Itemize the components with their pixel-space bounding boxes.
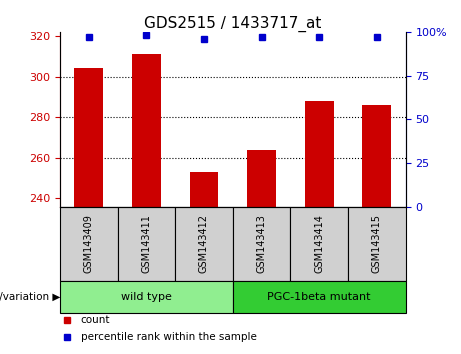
Text: GSM143414: GSM143414 bbox=[314, 215, 324, 273]
Bar bbox=[118, 206, 175, 281]
Text: GSM143412: GSM143412 bbox=[199, 215, 209, 274]
Bar bbox=[247, 150, 276, 206]
Bar bbox=[60, 206, 118, 281]
Bar bbox=[348, 206, 406, 281]
Bar bbox=[233, 281, 406, 313]
Bar bbox=[74, 68, 103, 206]
Text: GSM143415: GSM143415 bbox=[372, 215, 382, 274]
Bar bbox=[60, 281, 233, 313]
Bar bbox=[189, 172, 219, 206]
Bar bbox=[175, 206, 233, 281]
Bar bbox=[233, 206, 290, 281]
Text: genotype/variation ▶: genotype/variation ▶ bbox=[0, 292, 60, 302]
Text: GSM143409: GSM143409 bbox=[84, 215, 94, 273]
Bar bbox=[362, 105, 391, 206]
Bar bbox=[305, 101, 334, 206]
Text: count: count bbox=[81, 315, 110, 325]
Bar bbox=[290, 206, 348, 281]
Text: GSM143411: GSM143411 bbox=[142, 215, 151, 273]
Bar bbox=[132, 54, 161, 206]
Title: GDS2515 / 1433717_at: GDS2515 / 1433717_at bbox=[144, 16, 321, 32]
Text: percentile rank within the sample: percentile rank within the sample bbox=[81, 332, 257, 342]
Text: wild type: wild type bbox=[121, 292, 172, 302]
Text: PGC-1beta mutant: PGC-1beta mutant bbox=[267, 292, 371, 302]
Text: GSM143413: GSM143413 bbox=[257, 215, 266, 273]
